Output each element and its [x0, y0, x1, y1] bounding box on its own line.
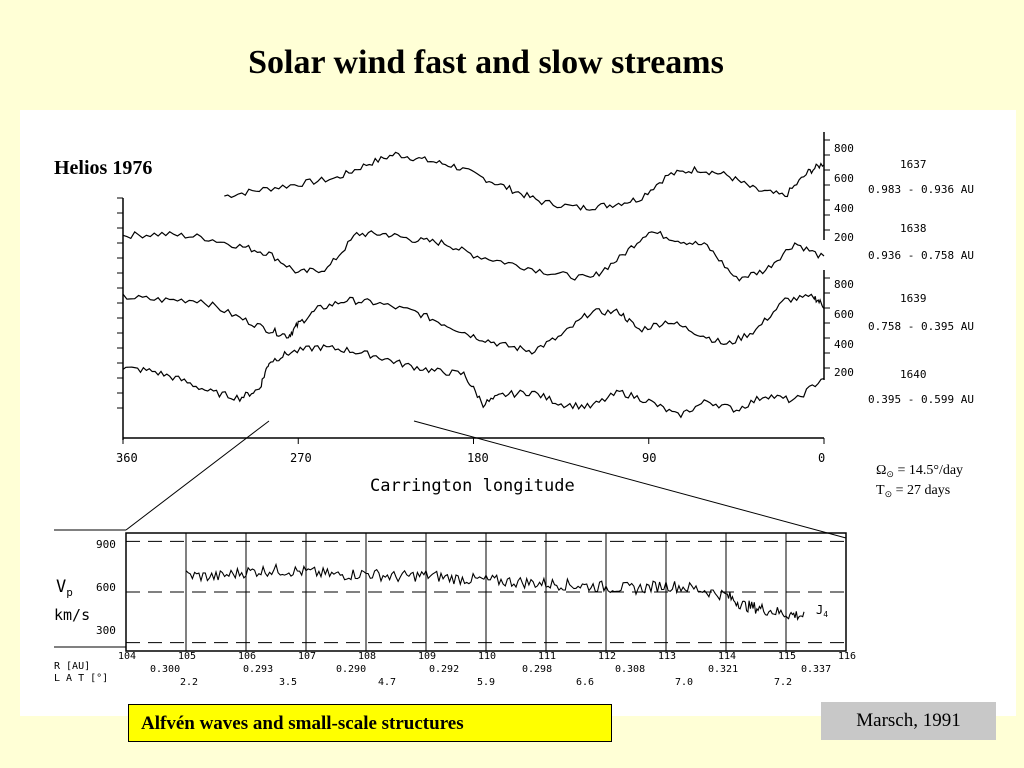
xtick-360: 360: [116, 451, 138, 465]
lat-value: 7.2: [774, 677, 792, 688]
xtick-180: 180: [467, 451, 489, 465]
lat-value: 3.5: [279, 677, 297, 688]
rotation-1637: 1637: [900, 158, 927, 171]
lat-value: 5.9: [477, 677, 495, 688]
r-value: 0.321: [708, 664, 738, 675]
r-value: 0.308: [615, 664, 645, 675]
xtick-labels: 360 270 180 90 0: [116, 451, 825, 465]
lat-label: L A T [°]: [54, 673, 108, 684]
lat-value: 4.7: [378, 677, 396, 688]
lat-value: 6.6: [576, 677, 594, 688]
lower-ytick-300: 300: [96, 624, 116, 637]
day-label: 107: [298, 651, 316, 662]
r-value: 0.293: [243, 664, 273, 675]
lat-value: 7.0: [675, 677, 693, 688]
day-label: 105: [178, 651, 196, 662]
r-value: 0.300: [150, 664, 180, 675]
series-line-1637: [224, 151, 825, 211]
upper-ticks: [117, 139, 830, 444]
lower-series-line: [185, 562, 805, 621]
ytick-bot-200: 200: [834, 366, 854, 379]
r-value: 0.298: [522, 664, 552, 675]
right-ytick-labels-top: 800 600 400 200: [834, 142, 854, 244]
ytick-top-200: 200: [834, 231, 854, 244]
range-1640: 0.395 - 0.599 AU: [868, 393, 974, 406]
xtick-90: 90: [642, 451, 656, 465]
ytick-bot-800: 800: [834, 278, 854, 291]
lat-value: 2.2: [180, 677, 198, 688]
lower-ylabel-units: km/s: [54, 606, 90, 624]
ytick-top-600: 600: [834, 172, 854, 185]
day-labels: 104 105 106 107 108 109 110 111 112 113 114 115 116: [118, 651, 856, 662]
r-value: 0.292: [429, 664, 459, 675]
x-axis-label: Carrington longitude: [370, 476, 575, 496]
figure-panel: Helios 1976 800 600 400 200 800 600 400 …: [20, 110, 1016, 716]
upper-chart: Helios 1976 800 600 400 200 800 600 400 …: [54, 132, 974, 539]
day-label: 108: [358, 651, 376, 662]
upper-lines: [122, 151, 825, 419]
ytick-bot-600: 600: [834, 308, 854, 321]
ytick-bot-400: 400: [834, 338, 854, 351]
zoom-connector-left: [125, 420, 270, 531]
slide-title: Solar wind fast and slow streams: [248, 44, 724, 81]
right-ytick-labels-bottom: 800 600 400 200: [834, 278, 854, 379]
caption-alfven: Alfvén waves and small-scale structures: [128, 704, 612, 742]
rotation-formula: Ω⊙ = 14.5°/day T⊙ = 27 days: [876, 463, 963, 499]
period-label: T⊙ = 27 days: [876, 483, 950, 499]
xtick-270: 270: [290, 451, 312, 465]
ytick-top-800: 800: [834, 142, 854, 155]
lower-lines: [185, 562, 805, 621]
r-label: R [AU]: [54, 661, 90, 672]
lower-ytick-labels: 900 600 300: [96, 538, 116, 637]
day-label: 114: [718, 651, 736, 662]
range-1639: 0.758 - 0.395 AU: [868, 320, 974, 333]
lower-chart: 900 600 300 Vp km/s J4 R [AU] L A T [°] …: [54, 529, 856, 688]
day-label: 106: [238, 651, 256, 662]
omega-label: Ω⊙ = 14.5°/day: [876, 463, 963, 479]
rotation-1640: 1640: [900, 368, 927, 381]
day-label: 109: [418, 651, 436, 662]
ytick-top-400: 400: [834, 202, 854, 215]
lower-ytick-900: 900: [96, 538, 116, 551]
day-label: 113: [658, 651, 676, 662]
r-values: 0.300 0.293 0.290 0.292 0.298 0.308 0.321 0.337: [150, 664, 831, 675]
xtick-0: 0: [818, 451, 825, 465]
series-line-1638: [122, 230, 825, 282]
lower-axis-labels: R [AU] L A T [°]: [54, 661, 108, 684]
day-label: 104: [118, 651, 136, 662]
end-marker: J4: [816, 603, 828, 619]
figure-svg: Helios 1976 800 600 400 200 800 600 400 …: [54, 132, 974, 688]
r-value: 0.337: [801, 664, 831, 675]
lower-ylabel-v: Vp: [56, 577, 73, 599]
day-label: 110: [478, 651, 496, 662]
lower-ytick-600: 600: [96, 581, 116, 594]
range-1637: 0.983 - 0.936 AU: [868, 183, 974, 196]
day-label: 111: [538, 651, 556, 662]
rotation-1639: 1639: [900, 292, 927, 305]
day-label: 112: [598, 651, 616, 662]
day-label: 115: [778, 651, 796, 662]
day-label: 116: [838, 651, 856, 662]
range-1638: 0.936 - 0.758 AU: [868, 249, 974, 262]
r-value: 0.290: [336, 664, 366, 675]
lower-grid: [126, 533, 846, 651]
rotation-1638: 1638: [900, 222, 927, 235]
zoom-connector-right: [413, 420, 847, 539]
series-line-1640: [122, 344, 825, 419]
lat-values: 2.2 3.5 4.7 5.9 6.6 7.0 7.2: [180, 677, 792, 688]
rotation-labels: 1637 0.983 - 0.936 AU 1638 0.936 - 0.758…: [868, 158, 974, 406]
caption-citation: Marsch, 1991: [821, 702, 996, 740]
helios-label: Helios 1976: [54, 157, 152, 179]
series-line-1639: [122, 293, 825, 355]
